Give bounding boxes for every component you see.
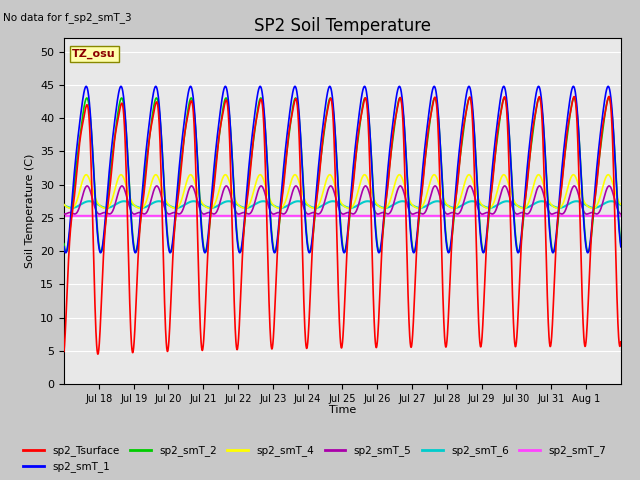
sp2_smT_6	[486, 205, 493, 211]
sp2_smT_7	[60, 213, 68, 219]
sp2_smT_7	[617, 213, 625, 219]
sp2_Tsurface	[617, 339, 625, 345]
sp2_smT_1	[166, 250, 174, 256]
Line: sp2_smT_1: sp2_smT_1	[64, 86, 621, 253]
sp2_smT_7	[236, 213, 244, 219]
sp2_Tsurface	[605, 94, 612, 99]
sp2_Tsurface	[510, 334, 518, 339]
sp2_Tsurface	[542, 230, 550, 236]
sp2_smT_6	[511, 201, 518, 207]
sp2_smT_2	[376, 248, 384, 254]
sp2_smT_2	[60, 241, 68, 247]
sp2_smT_5	[609, 192, 617, 197]
Line: sp2_smT_5: sp2_smT_5	[64, 186, 621, 214]
sp2_smT_6	[376, 204, 383, 209]
sp2_smT_6	[617, 202, 625, 208]
sp2_smT_4	[236, 204, 244, 209]
sp2_smT_1	[236, 250, 244, 255]
sp2_smT_1	[609, 126, 617, 132]
sp2_smT_4	[535, 172, 543, 178]
sp2_smT_7	[609, 213, 617, 219]
sp2_smT_4	[116, 173, 124, 179]
Text: No data for f_sp2_smT_3: No data for f_sp2_smT_3	[3, 12, 132, 23]
sp2_smT_1	[617, 244, 625, 250]
sp2_smT_2	[511, 218, 518, 224]
sp2_smT_4	[376, 204, 383, 210]
sp2_smT_1	[116, 86, 124, 92]
X-axis label: Time: Time	[329, 405, 356, 415]
sp2_smT_1	[60, 244, 68, 250]
sp2_smT_5	[617, 211, 625, 217]
sp2_smT_5	[431, 183, 439, 189]
sp2_Tsurface	[609, 160, 617, 166]
sp2_smT_2	[292, 95, 300, 101]
sp2_smT_4	[554, 205, 562, 211]
sp2_smT_2	[116, 100, 124, 106]
sp2_smT_6	[468, 198, 476, 204]
sp2_smT_2	[542, 162, 550, 168]
sp2_Tsurface	[116, 107, 124, 112]
sp2_Tsurface	[94, 351, 102, 357]
sp2_smT_1	[511, 223, 518, 228]
sp2_smT_1	[376, 248, 384, 253]
sp2_smT_4	[609, 182, 617, 188]
sp2_smT_2	[236, 249, 244, 255]
sp2_smT_7	[376, 213, 383, 219]
sp2_smT_7	[116, 213, 124, 219]
sp2_smT_5	[376, 211, 384, 216]
sp2_Tsurface	[60, 348, 68, 354]
sp2_smT_5	[236, 211, 244, 216]
sp2_smT_5	[60, 211, 68, 217]
Line: sp2_smT_2: sp2_smT_2	[64, 98, 621, 252]
sp2_smT_6	[609, 199, 617, 204]
sp2_smT_5	[131, 211, 138, 217]
sp2_smT_7	[541, 213, 549, 219]
sp2_smT_7	[510, 213, 518, 219]
sp2_smT_6	[60, 202, 68, 208]
sp2_smT_2	[480, 249, 488, 255]
Legend: sp2_Tsurface, sp2_smT_1, sp2_smT_2, sp2_smT_4, sp2_smT_5, sp2_smT_6, sp2_smT_7: sp2_Tsurface, sp2_smT_1, sp2_smT_2, sp2_…	[19, 441, 611, 477]
sp2_smT_6	[542, 199, 550, 205]
sp2_smT_1	[542, 164, 550, 170]
sp2_smT_5	[542, 200, 550, 205]
Line: sp2_Tsurface: sp2_Tsurface	[64, 96, 621, 354]
sp2_smT_6	[236, 203, 244, 209]
Title: SP2 Soil Temperature: SP2 Soil Temperature	[254, 17, 431, 36]
sp2_smT_2	[609, 127, 617, 133]
sp2_smT_1	[465, 84, 473, 89]
sp2_Tsurface	[236, 308, 244, 313]
sp2_Tsurface	[376, 288, 384, 293]
Line: sp2_smT_6: sp2_smT_6	[64, 201, 621, 208]
sp2_smT_4	[60, 202, 68, 207]
sp2_smT_2	[617, 241, 625, 247]
sp2_smT_4	[542, 189, 550, 194]
sp2_smT_5	[116, 186, 124, 192]
sp2_smT_6	[116, 199, 124, 205]
Text: TZ_osu: TZ_osu	[72, 49, 116, 59]
Y-axis label: Soil Temperature (C): Soil Temperature (C)	[24, 154, 35, 268]
sp2_smT_4	[510, 198, 518, 204]
sp2_smT_4	[617, 202, 625, 207]
sp2_smT_5	[511, 209, 518, 215]
Line: sp2_smT_4: sp2_smT_4	[64, 175, 621, 208]
